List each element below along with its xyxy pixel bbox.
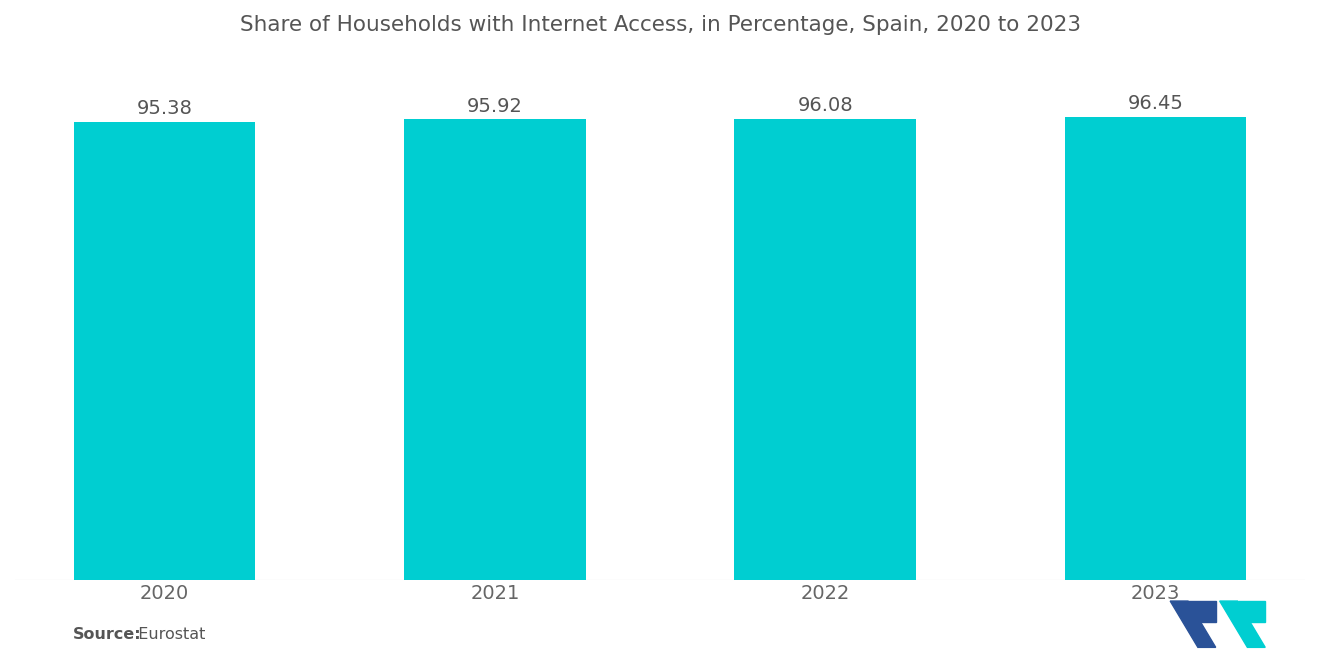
Title: Share of Households with Internet Access, in Percentage, Spain, 2020 to 2023: Share of Households with Internet Access… (239, 15, 1081, 35)
Polygon shape (1220, 601, 1265, 648)
Bar (74, 122, 255, 580)
Text: 95.92: 95.92 (467, 96, 523, 116)
Text: 96.08: 96.08 (797, 96, 853, 115)
Bar (734, 119, 916, 580)
Bar (404, 120, 586, 580)
Text: 96.45: 96.45 (1127, 94, 1184, 113)
Text: 95.38: 95.38 (136, 99, 193, 118)
Text: Source:: Source: (73, 626, 141, 642)
Polygon shape (1171, 601, 1216, 648)
Polygon shape (1238, 601, 1265, 622)
Polygon shape (1188, 601, 1216, 622)
Bar (1065, 117, 1246, 580)
Text: Eurostat: Eurostat (128, 626, 206, 642)
